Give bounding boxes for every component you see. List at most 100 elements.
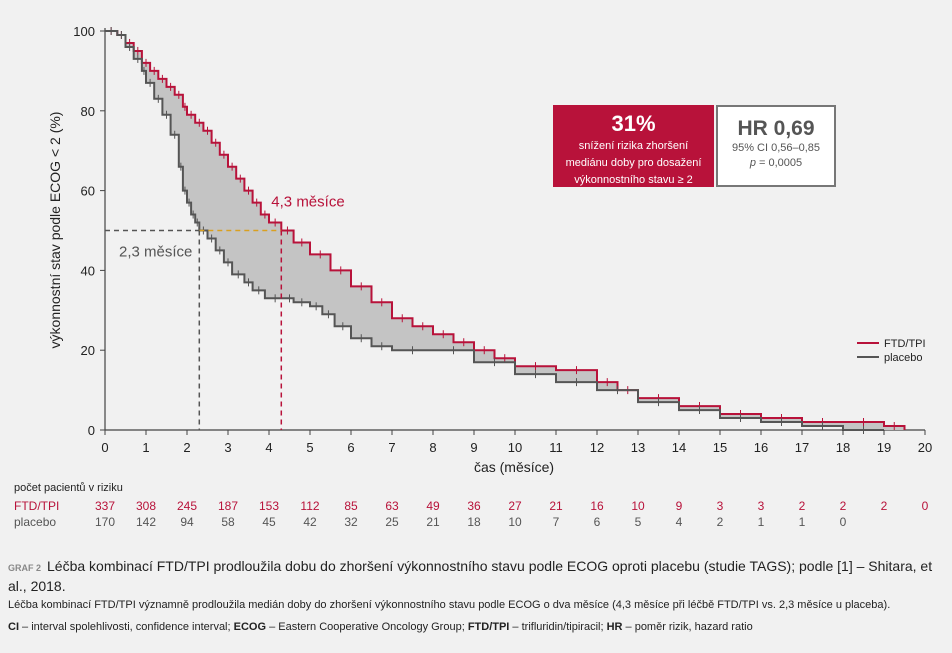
risk-value: 25 bbox=[385, 515, 399, 529]
legend-label: placebo bbox=[884, 352, 923, 364]
risk-value: 32 bbox=[344, 515, 358, 529]
y-tick-label: 0 bbox=[88, 423, 95, 438]
risk-value: 21 bbox=[549, 499, 563, 513]
y-tick-label: 60 bbox=[81, 184, 95, 199]
x-tick-label: 19 bbox=[877, 440, 891, 455]
x-tick-label: 10 bbox=[508, 440, 522, 455]
risk-value: 4 bbox=[676, 515, 683, 529]
abbr-hr-text: – poměr rizik, hazard ratio bbox=[622, 621, 753, 633]
risk-reduction-text-3: výkonnostního stavu ≥ 2 bbox=[574, 174, 693, 186]
caption-title: GRAF 2 Léčba kombinací FTD/TPI prodloužil… bbox=[8, 557, 948, 595]
caption-abbreviations: CI – interval spolehlivosti, confidence … bbox=[8, 621, 948, 633]
risk-value: 2 bbox=[799, 499, 806, 513]
risk-row-label: FTD/TPI bbox=[14, 499, 59, 513]
risk-value: 10 bbox=[508, 515, 522, 529]
x-tick-label: 20 bbox=[918, 440, 932, 455]
y-axis-label: výkonnostní stav podle ECOG < 2 (%) bbox=[47, 112, 63, 349]
risk-value: 45 bbox=[262, 515, 276, 529]
p-symbol: p bbox=[749, 157, 756, 169]
x-tick-label: 12 bbox=[590, 440, 604, 455]
curves bbox=[105, 27, 906, 434]
abbr-ftd-text: – trifluridin/tipiracil; bbox=[509, 621, 607, 633]
ticks: 0 1 2 3 4 5 6 7 8 9 10 11 12 13 14 15 16 17 18 19 2002040608… bbox=[73, 24, 932, 455]
x-tick-label: 17 bbox=[795, 440, 809, 455]
x-tick-label: 4 bbox=[265, 440, 272, 455]
y-tick-label: 20 bbox=[81, 343, 95, 358]
x-tick-label: 6 bbox=[347, 440, 354, 455]
risk-row-label: placebo bbox=[14, 515, 56, 529]
x-axis-label: čas (měsíce) bbox=[474, 459, 554, 475]
risk-value: 142 bbox=[136, 515, 156, 529]
risk-value: 1 bbox=[758, 515, 765, 529]
hr-ci: 95% CI 0,56–0,85 bbox=[731, 142, 821, 154]
x-tick-label: 15 bbox=[713, 440, 727, 455]
risk-value: 2 bbox=[840, 499, 847, 513]
risk-value: 187 bbox=[218, 499, 238, 513]
risk-value: 9 bbox=[676, 499, 683, 513]
risk-value: 0 bbox=[840, 515, 847, 529]
caption-label: GRAF 2 bbox=[8, 563, 42, 573]
risk-value: 170 bbox=[95, 515, 115, 529]
x-tick-label: 14 bbox=[672, 440, 686, 455]
p-number: = 0,0005 bbox=[755, 157, 803, 169]
risk-value: 5 bbox=[635, 515, 642, 529]
risk-value: 7 bbox=[553, 515, 560, 529]
risk-value: 85 bbox=[344, 499, 358, 513]
x-tick-label: 9 bbox=[470, 440, 477, 455]
risk-value: 112 bbox=[300, 499, 319, 513]
caption-title-text: Léčba kombinací FTD/TPI prodloužila dobu… bbox=[8, 558, 933, 594]
abbr-ecog-text: – Eastern Cooperative Oncology Group; bbox=[266, 621, 468, 633]
x-tick-label: 18 bbox=[836, 440, 850, 455]
abbr-hr-key: HR bbox=[606, 621, 623, 633]
x-tick-label: 0 bbox=[101, 440, 108, 455]
x-tick-label: 2 bbox=[183, 440, 190, 455]
risk-table: FTD/TPI 337 308 245 187 153 112 85 63 49 36 27 21 16 1… bbox=[14, 499, 929, 529]
risk-value: 63 bbox=[385, 499, 399, 513]
y-tick-label: 40 bbox=[81, 263, 95, 278]
x-tick-label: 1 bbox=[142, 440, 149, 455]
caption-subtitle: Léčba kombinací FTD/TPI významně prodlou… bbox=[8, 599, 891, 611]
risk-value: 10 bbox=[631, 499, 645, 513]
abbr-ci-key: CI bbox=[8, 621, 19, 633]
risk-value: 18 bbox=[467, 515, 481, 529]
risk-value: 36 bbox=[467, 499, 481, 513]
y-tick-label: 100 bbox=[73, 24, 95, 39]
legend: FTD/TPI placebo bbox=[857, 338, 926, 364]
risk-value: 94 bbox=[180, 515, 194, 529]
risk-value: 42 bbox=[303, 515, 317, 529]
risk-value: 337 bbox=[95, 499, 115, 513]
risk-value: 245 bbox=[177, 499, 197, 513]
risk-reduction-text-2: mediánu doby pro dosažení bbox=[565, 157, 702, 169]
difference-band bbox=[105, 31, 905, 430]
risk-value: 2 bbox=[717, 515, 724, 529]
x-tick-label: 5 bbox=[306, 440, 313, 455]
risk-value: 153 bbox=[259, 499, 279, 513]
hr-panel: HR 0,69 95% CI 0,56–0,85 p = 0,0005 bbox=[716, 105, 836, 187]
x-tick-label: 3 bbox=[224, 440, 231, 455]
risk-value: 49 bbox=[426, 499, 440, 513]
risk-value: 3 bbox=[758, 499, 765, 513]
risk-value: 58 bbox=[221, 515, 235, 529]
km-chart: 4,3 měsíce 2,3 měsíce 0 1 2 3 4 5 6 7 8 9 10 11 12 13… bbox=[14, 24, 932, 529]
placebo-curve bbox=[105, 30, 884, 431]
x-tick-label: 7 bbox=[388, 440, 395, 455]
x-tick-label: 8 bbox=[429, 440, 436, 455]
legend-label: FTD/TPI bbox=[884, 338, 926, 350]
risk-value: 2 bbox=[881, 499, 888, 513]
risk-value: 0 bbox=[922, 499, 929, 513]
placebo-median-label: 2,3 měsíce bbox=[119, 244, 192, 261]
abbr-ci-text: – interval spolehlivosti, confidence int… bbox=[19, 621, 234, 633]
x-tick-label: 16 bbox=[754, 440, 768, 455]
abbr-ftd-key: FTD/TPI bbox=[467, 621, 510, 633]
risk-value: 1 bbox=[799, 515, 806, 529]
risk-value: 308 bbox=[136, 499, 156, 513]
hr-value: HR 0,69 bbox=[737, 117, 815, 140]
x-tick-label: 11 bbox=[549, 440, 563, 455]
risk-value: 6 bbox=[594, 515, 601, 529]
risk-value: 16 bbox=[590, 499, 604, 513]
risk-table-title: počet pacientů v riziku bbox=[14, 482, 123, 494]
hazard-ratio-box: 31% snížení rizika zhoršení mediánu doby… bbox=[553, 105, 836, 187]
risk-reduction-text-1: snížení rizika zhoršení bbox=[578, 140, 689, 152]
risk-reduction-percent: 31% bbox=[611, 111, 656, 136]
risk-reduction-panel: 31% snížení rizika zhoršení mediánu doby… bbox=[553, 105, 714, 187]
